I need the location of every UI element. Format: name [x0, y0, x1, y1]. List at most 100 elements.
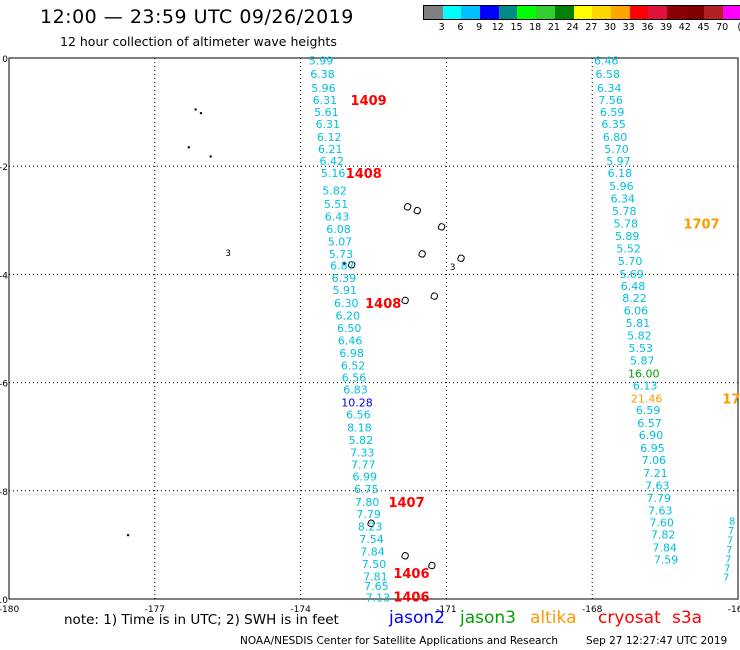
island-outline — [403, 203, 412, 211]
wave-height-label: 8.18 — [347, 422, 372, 435]
wave-height-label: 6.34 — [597, 82, 622, 95]
wave-height-label: 6.87 — [330, 260, 355, 273]
wave-height-label: 7.60 — [649, 517, 674, 530]
wave-height-label: 7.33 — [350, 446, 375, 459]
wave-height-label: 7.13 — [366, 591, 391, 604]
wave-height-label: 6.06 — [624, 305, 649, 318]
wave-height-label: 7.79 — [356, 508, 381, 521]
x-tick-label: -180 — [0, 605, 19, 615]
legend-swatch — [461, 6, 481, 19]
wave-height-label: 6.39 — [332, 272, 357, 285]
wave-height-label: 6.52 — [341, 359, 366, 372]
wave-height-label: 6.75 — [354, 483, 379, 496]
wave-height-label: 5.99 — [309, 55, 334, 68]
wave-height-label: 5.70 — [604, 143, 629, 156]
wave-height-label: 7 — [723, 572, 729, 583]
satellite-label-s3a: s3a — [672, 608, 703, 628]
map-label: 3 — [225, 249, 231, 259]
footer-credit: NOAA/NESDIS Center for Satellite Applica… — [240, 635, 558, 647]
legend-label: 18 — [529, 22, 542, 33]
wave-height-label: 7 — [727, 535, 733, 546]
wave-height-label: 6.34 — [611, 193, 636, 206]
wave-height-label: 6.13 — [633, 379, 658, 392]
wave-height-label: 5.91 — [333, 284, 358, 297]
wave-height-label: 6.98 — [339, 347, 364, 360]
y-tick-label: -4 — [0, 271, 8, 281]
wave-height-label: 6.48 — [621, 280, 646, 293]
island-outline — [347, 260, 356, 269]
wave-height-label: 7.84 — [652, 542, 677, 555]
wave-height-label: 21.46 — [631, 392, 663, 405]
legend-swatch — [648, 6, 667, 19]
island-outline — [428, 561, 436, 570]
wave-height-label: 5.52 — [616, 242, 641, 255]
wave-height-label: 5.82 — [322, 185, 347, 198]
wave-height-label: 6.58 — [596, 68, 621, 81]
wave-height-label: 7.65 — [364, 580, 389, 593]
legend-label: 27 — [585, 22, 598, 33]
legend-swatch — [610, 6, 630, 19]
time-label: 1408 — [365, 297, 401, 312]
island-dot — [187, 146, 191, 149]
island-outline — [430, 292, 438, 300]
wave-height-label: 7.79 — [647, 492, 672, 505]
wave-height-label: 7.50 — [362, 558, 387, 571]
y-tick-label: 0 — [2, 55, 8, 65]
wave-height-label: 6.21 — [318, 143, 343, 156]
wave-height-label: 7.81 — [363, 570, 388, 583]
wave-height-label: 5.82 — [349, 434, 374, 447]
wave-height-label: 6.30 — [334, 297, 359, 310]
footer-timestamp: Sep 27 12:27:47 UTC 2019 — [586, 635, 728, 647]
wave-height-label: 7 — [728, 526, 734, 537]
x-tick-label: -171 — [436, 605, 456, 615]
wave-height-label: 5.16 — [321, 167, 346, 180]
wave-height-label: 8.22 — [622, 292, 647, 305]
wave-height-label: 16.00 — [628, 367, 660, 380]
wave-height-label: 5.78 — [613, 218, 638, 231]
wave-height-label: 6.31 — [313, 94, 338, 107]
wave-height-label: 6.56 — [342, 372, 367, 385]
legend-label: 12 — [491, 22, 504, 33]
x-tick-label: -174 — [290, 605, 311, 615]
island-outline — [437, 223, 446, 231]
wave-height-label: 6.18 — [608, 167, 633, 180]
legend-swatches — [423, 5, 740, 20]
wave-height-label: 5.69 — [619, 268, 644, 281]
legend-swatch — [685, 6, 705, 19]
legend-label: 42 — [678, 22, 691, 33]
legend-swatch — [554, 6, 574, 19]
wave-height-label: 7.56 — [598, 94, 623, 107]
wave-height-label: 7.82 — [651, 529, 676, 542]
island-outline — [401, 296, 409, 305]
y-tick-label: -10 — [0, 596, 8, 606]
wave-height-label: 7.06 — [642, 454, 667, 467]
time-label: 1707 — [683, 218, 719, 233]
wave-height-label: 6.31 — [316, 118, 341, 131]
legend-label: 3 — [438, 22, 445, 33]
legend-label: 15 — [510, 22, 523, 33]
legend-swatch — [424, 6, 443, 19]
legend-label: 6 — [457, 22, 464, 33]
wave-height-label: 6.08 — [326, 223, 351, 236]
map-frame — [8, 57, 739, 600]
legend-swatch — [442, 6, 462, 19]
wave-height-label: 5.89 — [615, 230, 640, 243]
wave-height-label: 6.46 — [594, 55, 619, 68]
legend-swatch — [704, 6, 723, 19]
island-outline — [413, 206, 421, 215]
wave-height-label: 6.43 — [325, 211, 350, 224]
island-outline — [367, 519, 375, 528]
legend-label: 9 — [476, 22, 483, 33]
legend-swatch — [592, 6, 611, 19]
wave-height-label: 5.82 — [627, 330, 652, 343]
legend-label: 30 — [603, 22, 617, 33]
satellite-label-jason3: jason3 — [460, 608, 516, 628]
wave-height-label: 7.63 — [645, 479, 670, 492]
legend-label: 21 — [547, 22, 560, 33]
wave-height-label: 6.50 — [337, 322, 362, 335]
map-title: 12:00 — 23:59 UTC 09/26/2019 — [40, 6, 354, 28]
island-dot — [209, 155, 212, 158]
wave-height-label: 6.83 — [343, 384, 368, 397]
